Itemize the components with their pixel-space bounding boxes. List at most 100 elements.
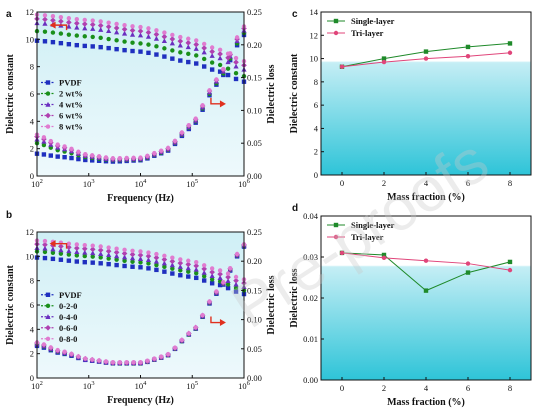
x-tick-base: 10 <box>31 381 40 391</box>
loss-point <box>228 51 233 56</box>
constant-point <box>90 250 96 256</box>
constant-point <box>50 13 56 19</box>
y2-tick-label: 0.25 <box>247 227 262 237</box>
data-point <box>381 56 387 61</box>
x-tick-label: 2 <box>382 383 386 393</box>
constant-point <box>169 262 175 268</box>
y-tick-label: 0.01 <box>303 334 318 344</box>
x-tick-base: 10 <box>83 179 92 189</box>
constant-point <box>145 33 152 39</box>
x-tick-label: 0 <box>340 178 344 188</box>
constant-point <box>145 29 152 36</box>
constant-point <box>154 44 159 49</box>
constant-point <box>209 60 215 65</box>
constant-point <box>154 251 159 257</box>
loss-point <box>145 153 150 158</box>
loss-point <box>69 146 74 152</box>
arrow-shaft <box>210 316 223 324</box>
constant-point <box>217 51 223 57</box>
constant-point <box>225 278 231 284</box>
panel-letter: b <box>6 210 12 221</box>
constant-point <box>233 289 239 294</box>
x-tick-label: 103 <box>83 178 95 189</box>
data-point <box>381 59 387 65</box>
y-tick-label: 6 <box>30 89 34 99</box>
constant-point <box>178 273 183 278</box>
loss-point <box>159 354 164 359</box>
loss-point <box>96 358 102 363</box>
legend-marker <box>45 80 51 85</box>
constant-point <box>201 269 207 275</box>
loss-point <box>103 359 109 364</box>
legend-marker <box>45 324 51 331</box>
constant-point <box>66 16 72 21</box>
constant-point <box>162 253 167 259</box>
constant-point <box>130 24 135 29</box>
x-tick-exponent: 2 <box>40 380 43 387</box>
loss-point <box>186 122 191 128</box>
x-tick-base: 10 <box>31 179 40 189</box>
x-tick-label: 106 <box>238 178 251 189</box>
legend-label: Single-layer <box>351 16 395 26</box>
y2-axis: 0.00 0.05 0.10 0.15 0.20 0.25 <box>241 7 262 181</box>
constant-point <box>193 266 199 272</box>
constant-point <box>194 38 199 43</box>
loss-point <box>90 357 95 362</box>
data-point <box>423 258 429 263</box>
loss-point <box>90 153 95 158</box>
constant-point <box>89 21 96 28</box>
constant-point <box>146 266 151 271</box>
constant-point <box>129 251 136 258</box>
constant-point <box>82 242 87 248</box>
legend-label: 0-4-0 <box>59 312 77 322</box>
y-tick-label: 6 <box>30 300 34 310</box>
legend-label: 0-2-0 <box>59 301 77 311</box>
x-axis-label: Mass fraction (%) <box>387 397 465 408</box>
loss-point <box>124 360 129 365</box>
constant-point <box>42 16 48 23</box>
constant-point <box>209 45 215 50</box>
constant-point <box>114 21 119 27</box>
constant-point <box>154 262 159 268</box>
x-tick-label: 0 <box>340 383 344 393</box>
legend: Single-layer Tri-layer <box>327 220 395 242</box>
legend-marker <box>45 314 51 319</box>
loss-point <box>207 88 212 93</box>
constant-point <box>177 264 183 269</box>
constant-point <box>114 253 120 259</box>
constant-point <box>194 270 199 276</box>
constant-point <box>137 252 144 258</box>
constant-point <box>186 258 191 263</box>
constant-point <box>178 50 183 55</box>
constant-point <box>121 250 128 257</box>
constant-point <box>162 30 167 35</box>
constant-point <box>162 46 167 51</box>
constant-point <box>233 285 239 291</box>
legend-marker <box>45 292 51 297</box>
y-tick-label: 10 <box>310 54 319 64</box>
constant-point <box>193 46 199 51</box>
loss-point <box>110 156 116 161</box>
loss-point <box>110 359 116 365</box>
constant-point <box>114 257 119 262</box>
loss-point <box>48 345 53 350</box>
constant-point <box>58 40 64 46</box>
x-tick-exponent: 5 <box>195 380 198 387</box>
constant-point <box>114 29 120 35</box>
constant-point <box>66 241 72 246</box>
loss-point <box>214 289 219 294</box>
loss-point <box>62 349 67 354</box>
legend: Single-layer Tri-layer <box>327 16 395 38</box>
x-tick-label: 6 <box>466 178 470 188</box>
legend-label: 4 wt% <box>59 100 83 110</box>
y-axis: 0.00 0.01 0.02 0.03 0.04 <box>303 211 324 385</box>
loss-point <box>165 351 171 357</box>
loss-point <box>138 155 143 160</box>
constant-point <box>201 274 207 279</box>
legend-marker <box>333 18 339 24</box>
loss-point <box>96 154 102 159</box>
x-tick-label: 104 <box>135 380 148 391</box>
constant-point <box>138 249 143 254</box>
constant-point <box>90 254 95 259</box>
